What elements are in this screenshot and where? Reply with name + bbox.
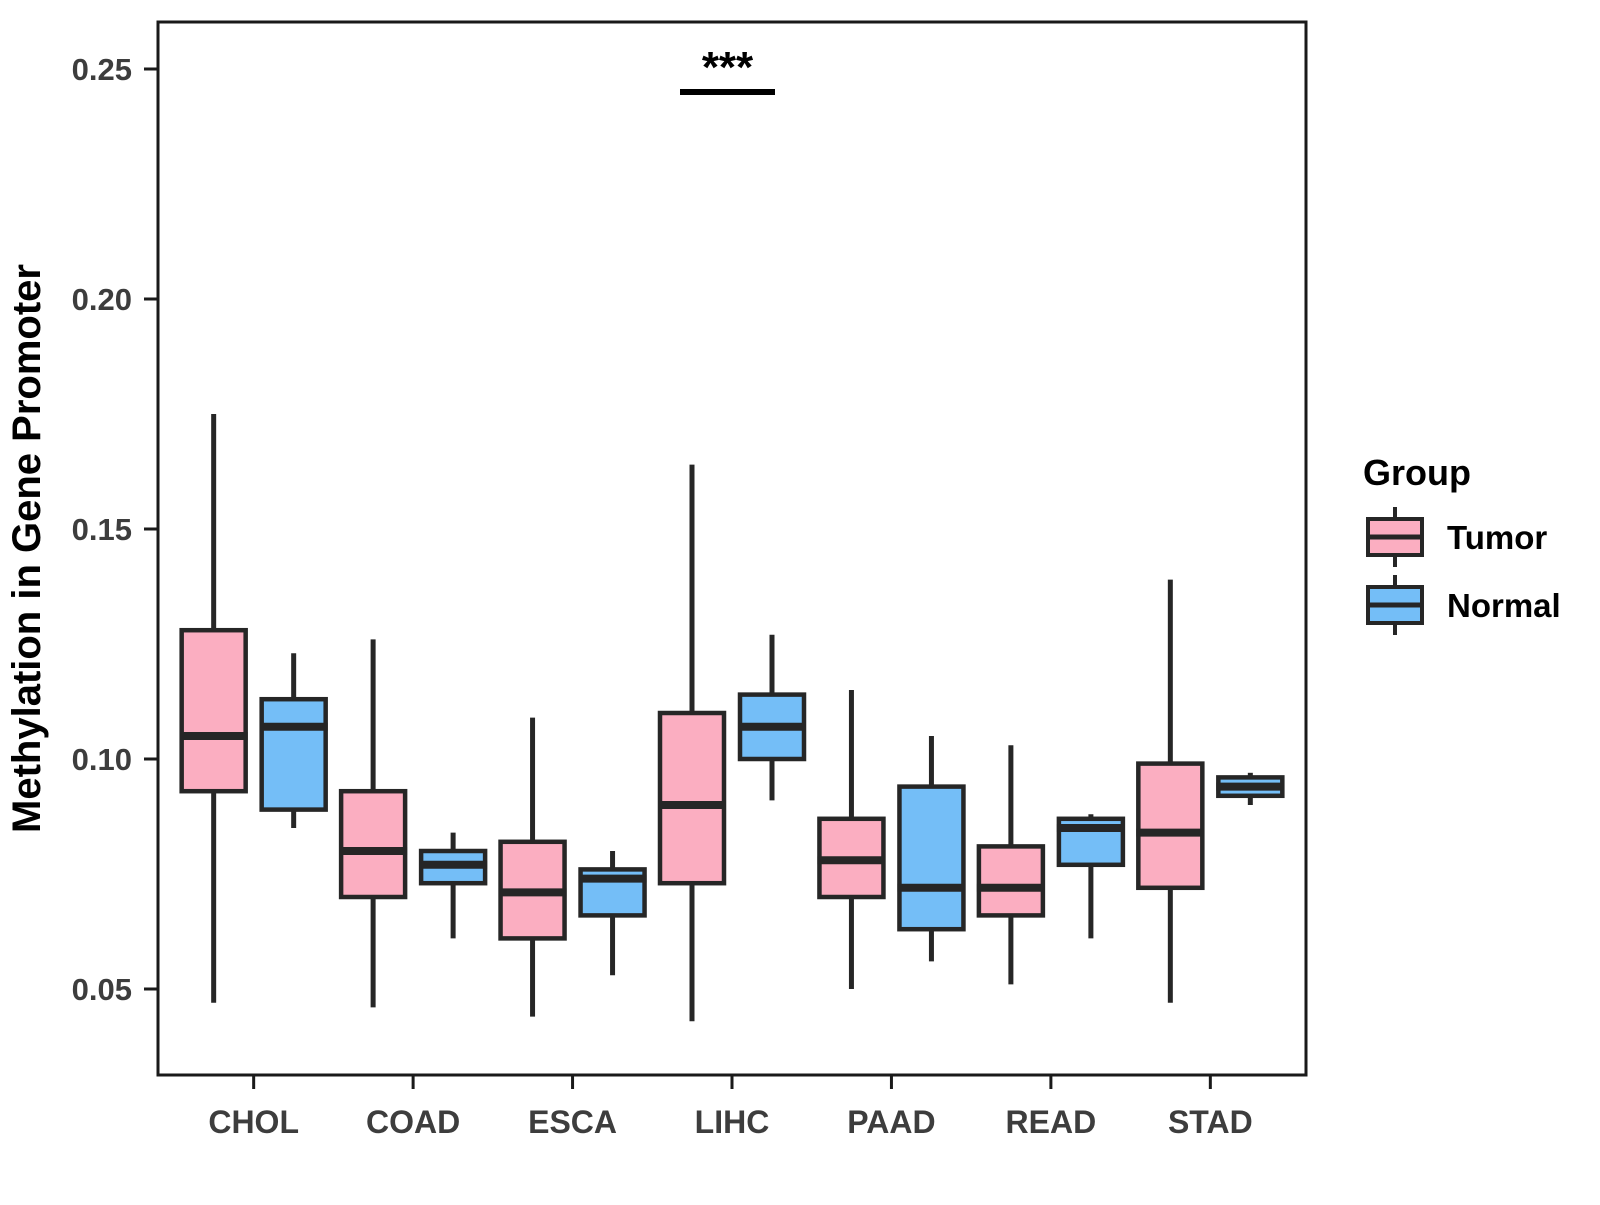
legend-title: Group [1363, 452, 1471, 493]
legend-label-tumor: Tumor [1447, 519, 1547, 556]
iqr-box [657, 710, 727, 886]
box-normal-paad [897, 736, 966, 962]
box-tumor-paad [817, 690, 886, 989]
legend-label-normal: Normal [1447, 587, 1561, 624]
plot-panel [156, 20, 1308, 1077]
box-tumor-chol [179, 414, 248, 1003]
box-normal-coad [418, 832, 488, 939]
x-tick-label-read: READ [1006, 1104, 1097, 1140]
x-tick-label-esca: ESCA [528, 1104, 617, 1140]
y-tick-label: 0.15 [72, 512, 132, 547]
y-tick-label: 0.20 [72, 282, 132, 317]
box-normal-read [1056, 814, 1126, 939]
box-tumor-coad [338, 639, 408, 1008]
box-tumor-lihc [657, 464, 727, 1022]
box-normal-lihc [737, 634, 807, 801]
iqr-box [976, 844, 1046, 918]
legend-entry-normal: Normal [1366, 575, 1561, 635]
box-normal-chol [259, 653, 328, 828]
y-tick-label: 0.25 [72, 52, 132, 87]
box-tumor-stad [1136, 579, 1205, 1003]
box-normal-stad [1216, 772, 1285, 805]
legend-entry-tumor: Tumor [1366, 507, 1547, 567]
iqr-box [259, 696, 328, 812]
box-normal-esca [578, 851, 647, 976]
x-tick-label-coad: COAD [366, 1104, 460, 1140]
iqr-box [1136, 761, 1205, 891]
x-tick-label-chol: CHOL [208, 1104, 299, 1140]
significance-stars: *** [702, 43, 754, 92]
iqr-box [338, 788, 408, 900]
iqr-box [897, 784, 966, 932]
box-tumor-esca [498, 717, 567, 1017]
box-tumor-read [976, 745, 1046, 985]
x-tick-label-paad: PAAD [847, 1104, 935, 1140]
y-tick-label: 0.10 [72, 742, 132, 777]
x-tick-label-lihc: LIHC [695, 1104, 770, 1140]
y-tick-label: 0.05 [72, 972, 132, 1007]
x-tick-label-stad: STAD [1168, 1104, 1253, 1140]
y-axis-title: Methylation in Gene Promoter [5, 264, 49, 833]
iqr-box [179, 627, 248, 794]
